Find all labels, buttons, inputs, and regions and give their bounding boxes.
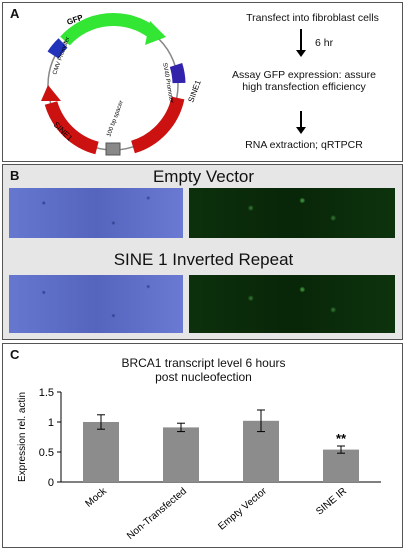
y-tick-label: 1.5 bbox=[39, 387, 54, 399]
panel-b: B Empty Vector SINE 1 Inverted Repeat bbox=[2, 164, 403, 340]
step-assay: Assay GFP expression: assure high transf… bbox=[232, 69, 376, 93]
gfp-segment bbox=[60, 13, 157, 46]
sine-ir-gfp-image bbox=[189, 275, 395, 333]
bar bbox=[323, 449, 359, 482]
step-rna: RNA extraction; qRTPCR bbox=[245, 139, 363, 151]
bar bbox=[163, 427, 199, 482]
y-tick-label: 1 bbox=[48, 417, 54, 429]
sine1-right-label: SINE1 bbox=[186, 78, 203, 103]
x-tick-label: Empty Vector bbox=[216, 485, 269, 532]
x-tick-label: Non-Transfected bbox=[125, 486, 189, 542]
sine-ir-brightfield-image bbox=[9, 275, 183, 333]
bar bbox=[83, 422, 119, 482]
cmv-promoter bbox=[47, 38, 68, 59]
x-tick-label: Mock bbox=[84, 485, 110, 509]
sine1-left-arrowhead bbox=[41, 85, 61, 101]
chart-title-line1: BRCA1 transcript level 6 hours bbox=[121, 356, 286, 370]
chart-title: BRCA1 transcript level 6 hours post nucl… bbox=[3, 356, 404, 384]
chart-title-line2: post nucleofection bbox=[155, 370, 252, 384]
panel-c-label: C bbox=[10, 347, 20, 362]
empty-vector-gfp-image bbox=[189, 188, 395, 238]
empty-vector-title: Empty Vector bbox=[152, 167, 255, 186]
x-tick-label: SINE IR bbox=[314, 486, 349, 518]
y-tick-label: 0 bbox=[48, 477, 54, 489]
sine1-left-segment bbox=[44, 100, 99, 155]
spacer-box bbox=[105, 142, 121, 156]
sine1-right-segment bbox=[130, 96, 185, 154]
empty-vector-brightfield-image bbox=[9, 188, 183, 238]
step-6hr: 6 hr bbox=[315, 37, 334, 49]
gfp-arrowhead bbox=[145, 21, 166, 45]
sine-ir-title: SINE 1 Inverted Repeat bbox=[113, 250, 294, 269]
spacer-label: 100 bp spacer bbox=[106, 100, 125, 138]
arrow-2-line bbox=[300, 111, 302, 129]
panel-c: C BRCA1 transcript level 6 hours post nu… bbox=[2, 343, 403, 548]
plasmid-map: GFP CMV Promoter SV40 Promoter SINE1 SIN… bbox=[41, 13, 203, 156]
significance-mark: ** bbox=[336, 431, 347, 446]
bar-chart: 0 0.5 1 1.5 Expression rel. actin Mock Non-Tra… bbox=[17, 387, 381, 542]
panel-a-label: A bbox=[10, 6, 20, 21]
arrow-1-head bbox=[296, 50, 306, 57]
panel-b-label: B bbox=[10, 168, 20, 183]
panel-a: A GFP CMV Promoter SV40 Promoter SINE1 S… bbox=[2, 2, 403, 162]
arrow-1-line bbox=[300, 29, 302, 51]
sv40-promoter bbox=[169, 63, 186, 84]
y-tick-label: 0.5 bbox=[39, 447, 54, 459]
y-axis-label: Expression rel. actin bbox=[17, 392, 28, 482]
step-transfect: Transfect into fibroblast cells bbox=[246, 12, 379, 24]
arrow-2-head bbox=[296, 127, 306, 134]
